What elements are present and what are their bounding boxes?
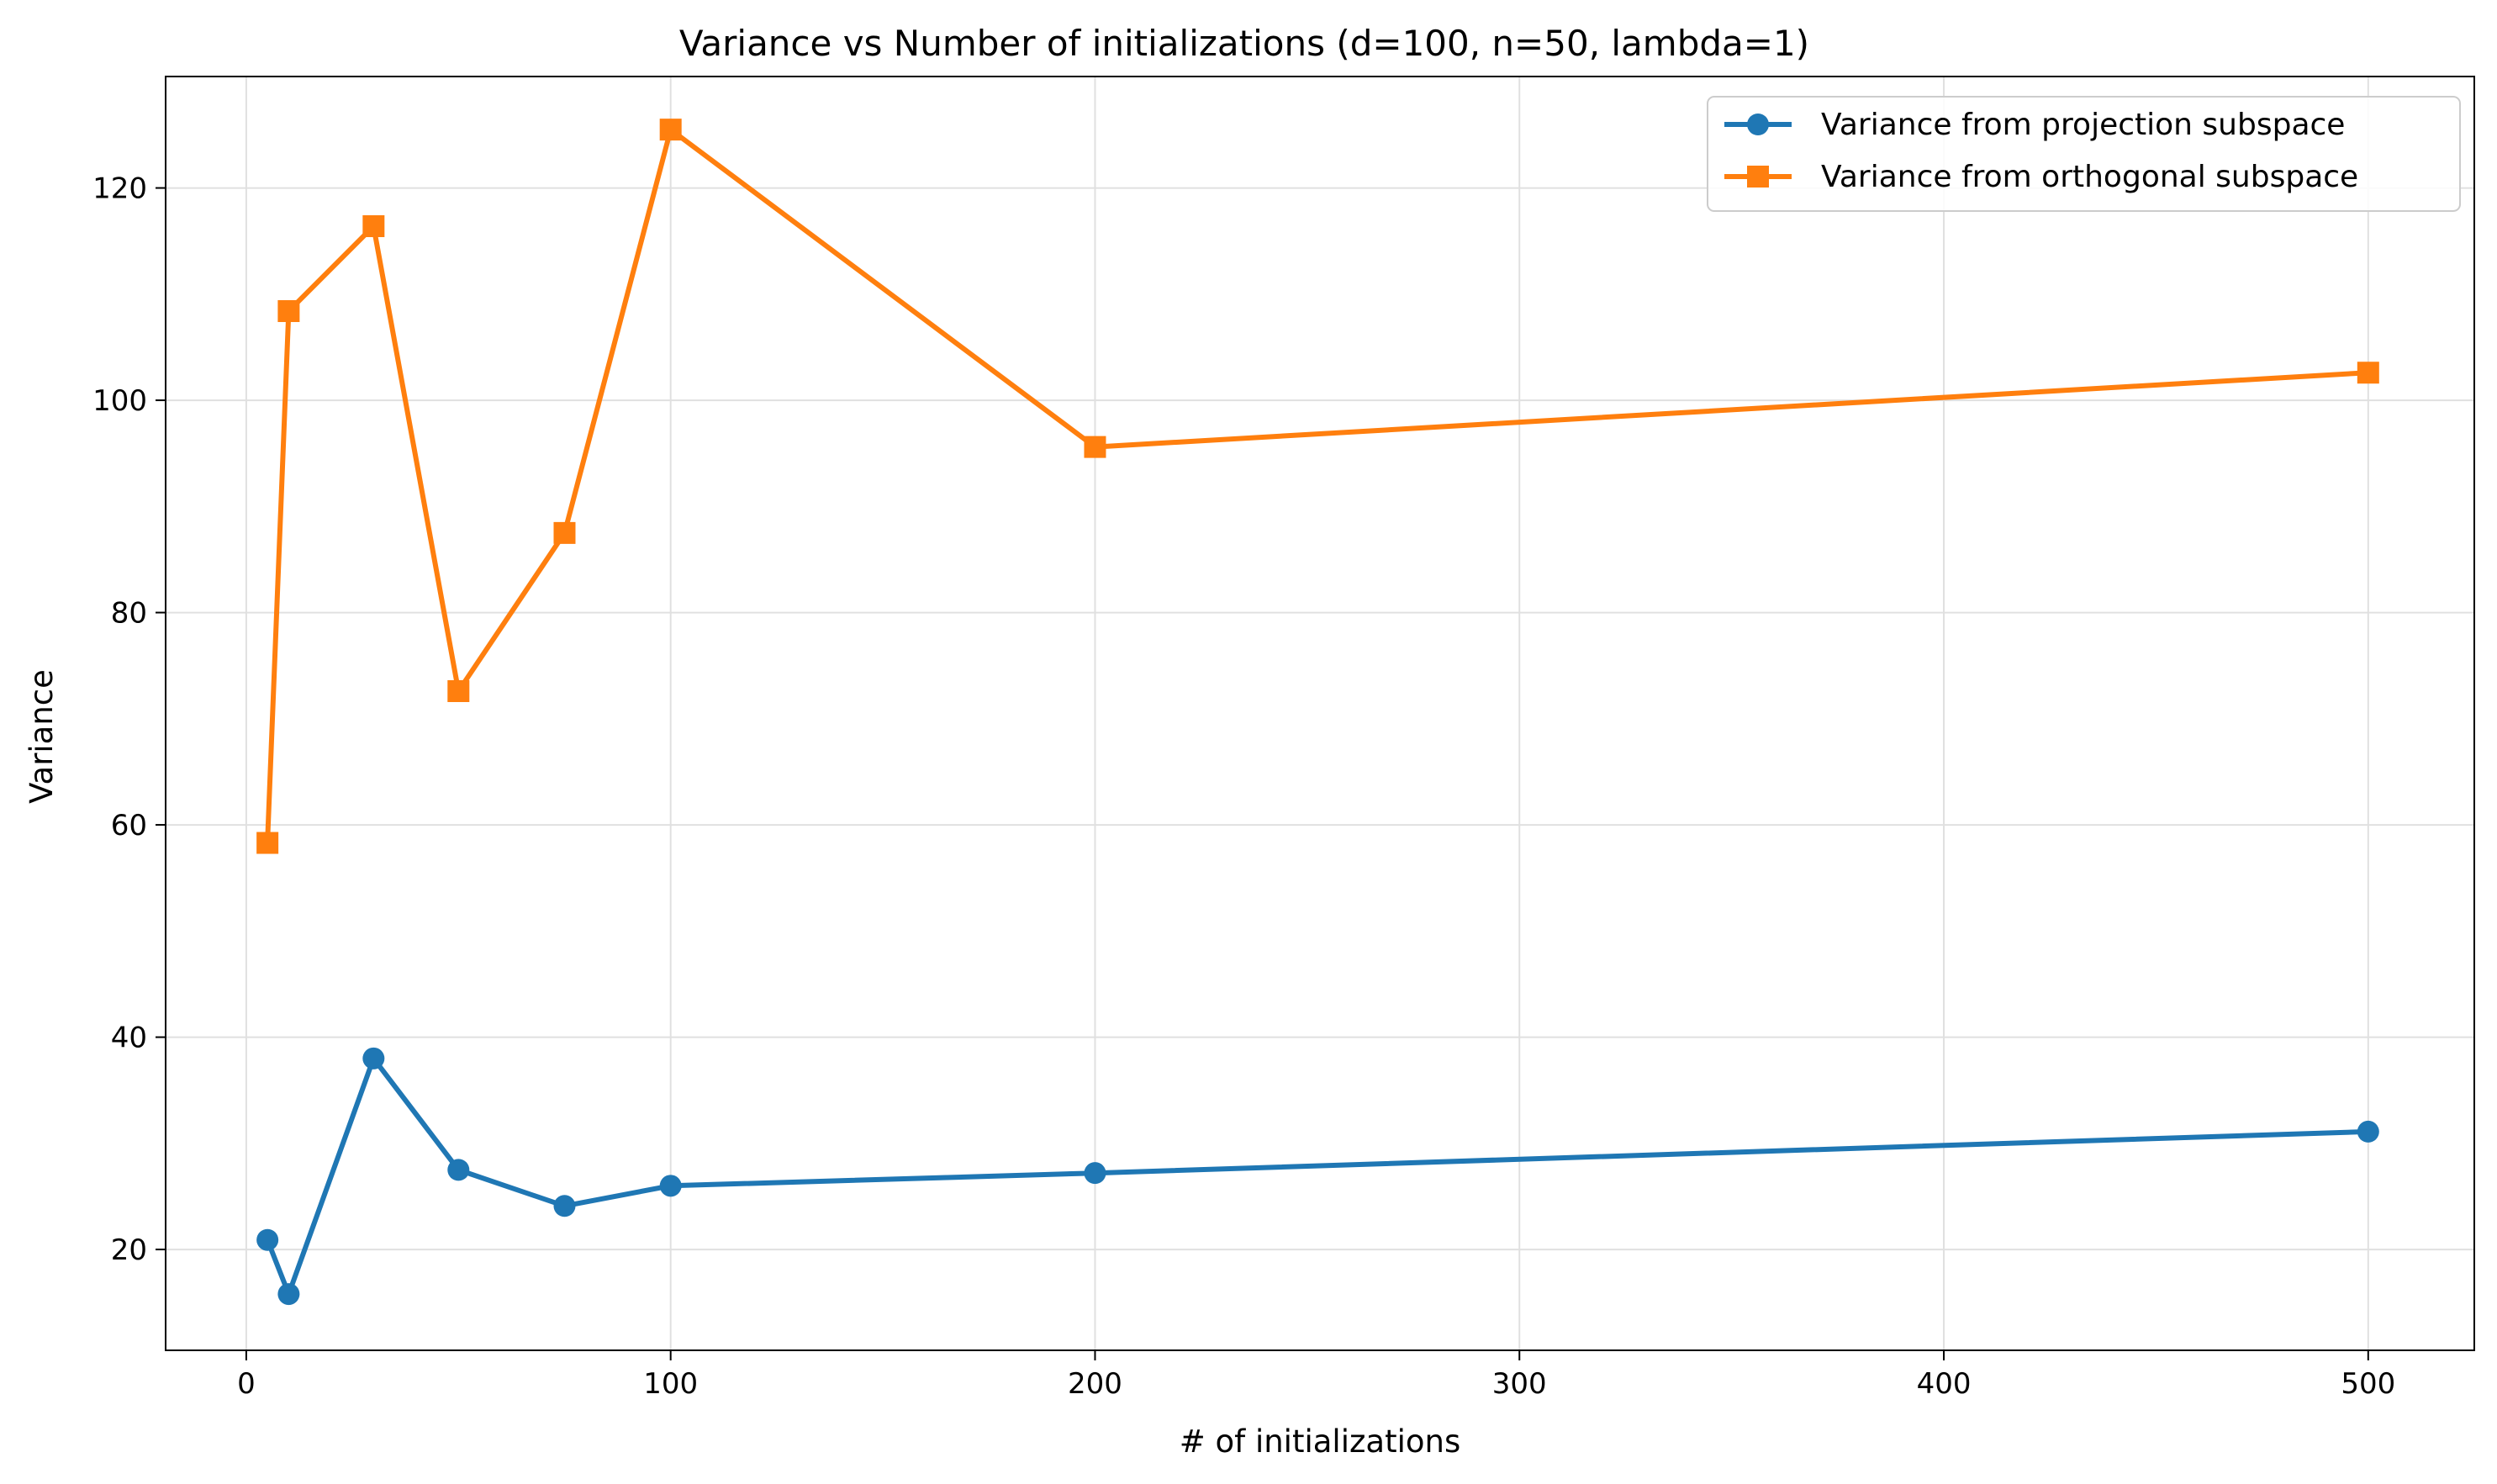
data-point	[447, 679, 470, 702]
data-point	[277, 1283, 300, 1306]
legend-label: Variance from projection subspace	[1821, 108, 2345, 142]
data-point	[553, 521, 576, 544]
series-1	[256, 1047, 2379, 1306]
series-line	[265, 127, 2368, 843]
data-point	[1084, 436, 1106, 458]
legend-item: Variance from projection subspace	[1724, 108, 2345, 142]
series-layer	[256, 119, 2379, 1306]
legend: Variance from projection subspace Varianc…	[1707, 96, 2461, 212]
x-tick-label: 500	[2341, 1367, 2395, 1401]
data-point	[362, 215, 385, 238]
y-axis: 20 40 60 80 100 120	[92, 172, 166, 1267]
grid	[166, 77, 2474, 1350]
y-axis-label: Variance	[24, 669, 60, 804]
y-tick-label: 120	[92, 172, 147, 206]
x-tick-label: 100	[643, 1367, 698, 1401]
legend-marker	[1747, 166, 1769, 187]
data-point	[362, 1047, 385, 1069]
data-point	[659, 1175, 682, 1197]
y-tick-label: 60	[111, 809, 147, 842]
y-tick-label: 100	[92, 384, 147, 418]
data-point	[447, 1159, 470, 1181]
data-point	[277, 300, 300, 323]
legend-label: Variance from orthogonal subspace	[1821, 160, 2358, 194]
x-tick-label: 300	[1492, 1367, 1547, 1401]
legend-box	[1707, 96, 2461, 212]
chart-title: Variance vs Number of initializations (d…	[679, 23, 1809, 64]
data-point	[553, 1195, 576, 1217]
data-point	[2357, 362, 2379, 384]
data-point	[659, 119, 682, 141]
data-point	[2357, 1120, 2379, 1143]
x-tick-label: 200	[1068, 1367, 1122, 1401]
legend-marker	[1747, 114, 1769, 135]
data-point	[256, 832, 279, 854]
data-point	[256, 1228, 279, 1251]
plot-frame	[165, 76, 2475, 1351]
y-tick-label: 20	[111, 1233, 147, 1267]
series-line	[265, 1055, 2368, 1297]
x-axis-label: # of initializations	[1180, 1423, 1460, 1460]
y-tick-label: 80	[111, 597, 147, 631]
series-2	[256, 119, 2379, 854]
y-tick-label: 40	[111, 1022, 147, 1055]
x-tick-label: 0	[237, 1367, 256, 1401]
x-tick-label: 400	[1917, 1367, 1972, 1401]
data-point	[1084, 1162, 1106, 1185]
x-axis: 0 100 200 300 400 500	[237, 1350, 2395, 1401]
legend-item: Variance from orthogonal subspace	[1724, 160, 2358, 194]
